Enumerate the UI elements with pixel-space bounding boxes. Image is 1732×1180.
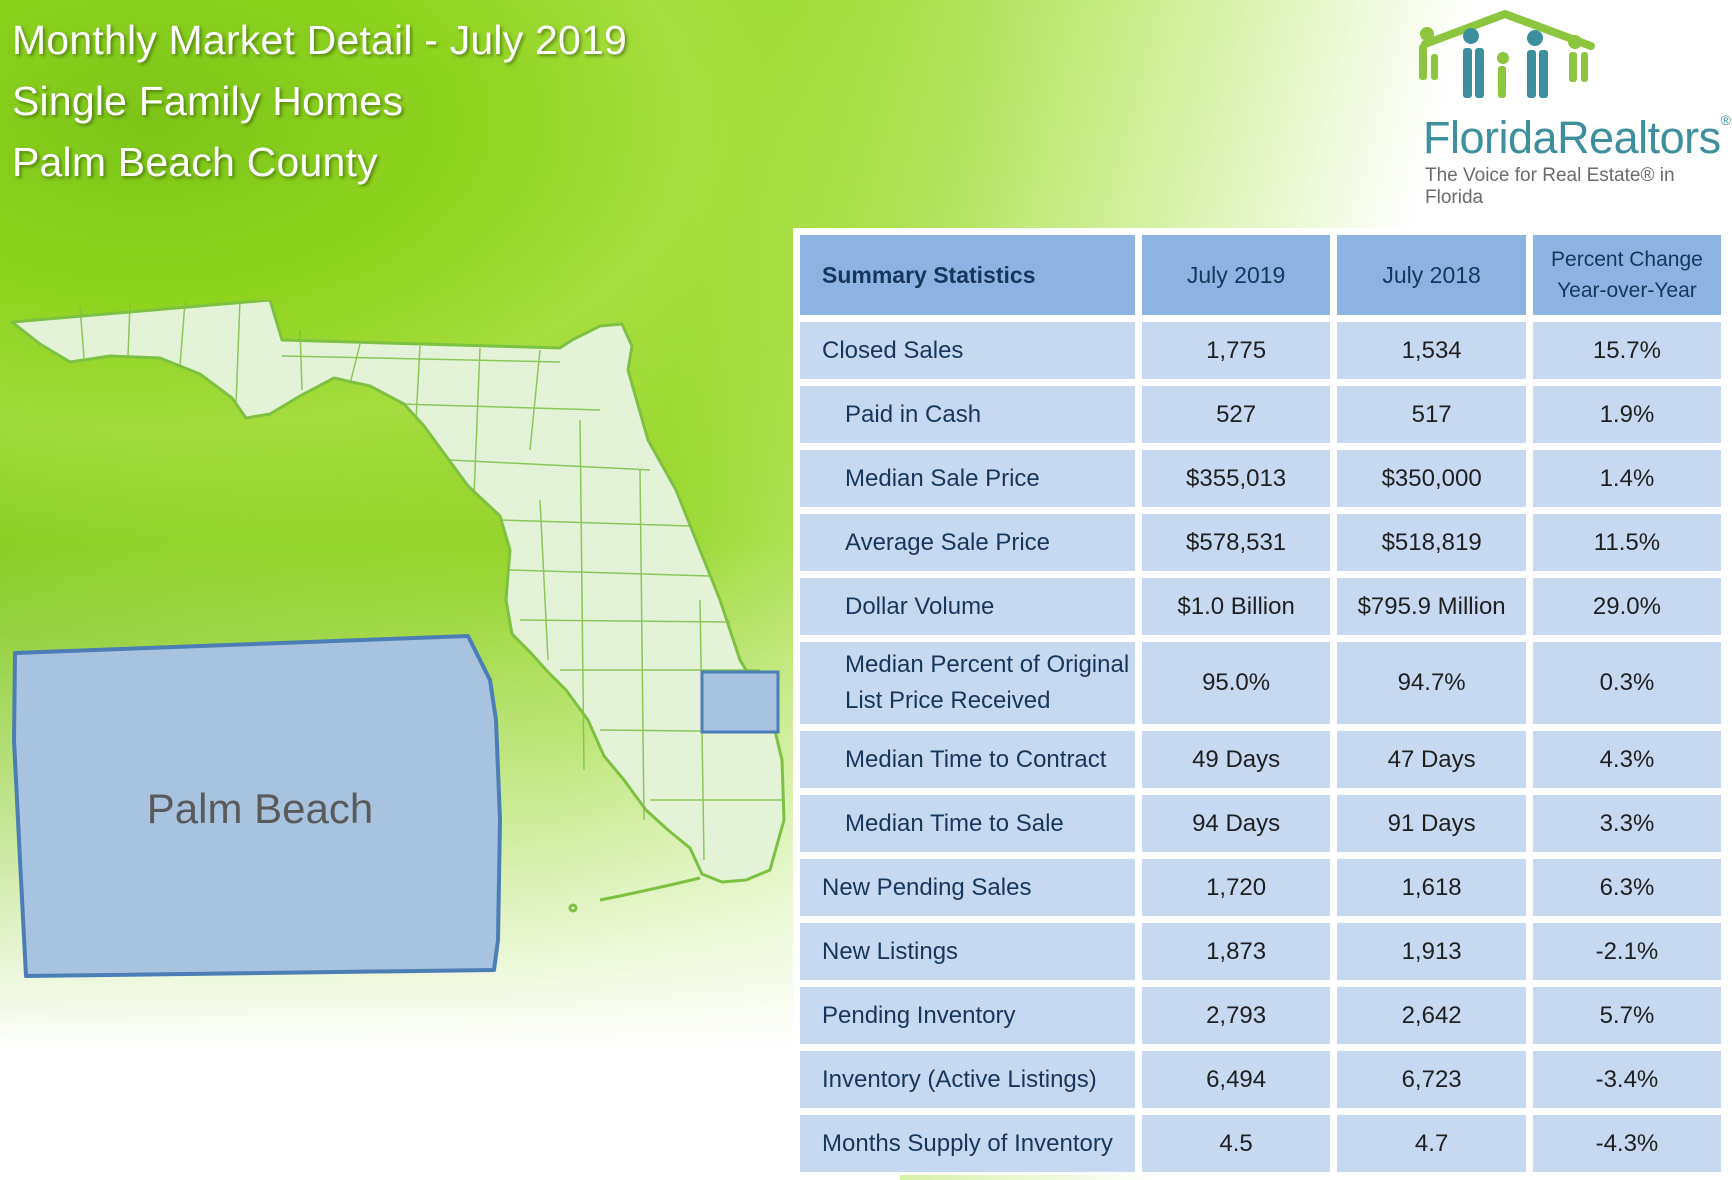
- cell-july-2018: $795.9 Million: [1337, 578, 1526, 635]
- cell-percent-change: 1.4%: [1532, 450, 1721, 507]
- county-label: Palm Beach: [147, 785, 373, 832]
- table-row: Average Sale Price $578,531 $518,819 11.…: [800, 514, 1721, 571]
- table-row: Pending Inventory 2,793 2,642 5.7%: [800, 987, 1721, 1044]
- cell-july-2018: 517: [1337, 386, 1526, 443]
- row-label-line1: Median Percent of Original: [845, 651, 1130, 678]
- palm-beach-locator: [700, 670, 780, 734]
- logo-word-realtors: Realtors: [1557, 112, 1721, 163]
- summary-table-container: Summary Statistics July 2019 July 2018 P…: [793, 228, 1728, 1175]
- florida-realtors-logo-icon: [1419, 10, 1595, 98]
- cell-july-2018: 94.7%: [1337, 642, 1526, 724]
- cell-july-2018: 6,723: [1337, 1051, 1526, 1108]
- table-row: Median Sale Price $355,013 $350,000 1.4%: [800, 450, 1721, 507]
- cell-percent-change: 11.5%: [1532, 514, 1721, 571]
- row-label: New Listings: [800, 923, 1135, 980]
- table-row: New Listings 1,873 1,913 -2.1%: [800, 923, 1721, 980]
- row-label: Paid in Cash: [800, 386, 1135, 443]
- row-label: Closed Sales: [800, 322, 1135, 379]
- table-row: Closed Sales 1,775 1,534 15.7%: [800, 322, 1721, 379]
- cell-july-2019: 2,793: [1141, 987, 1331, 1044]
- header-percent-change-line2: Year-over-Year: [1557, 279, 1697, 302]
- cell-july-2018: 91 Days: [1337, 795, 1526, 852]
- florida-state-shape: [10, 300, 786, 884]
- table-row: Paid in Cash 527 517 1.9%: [800, 386, 1721, 443]
- cell-percent-change: 29.0%: [1532, 578, 1721, 635]
- header-july-2018: July 2018: [1337, 235, 1526, 315]
- cell-july-2019: $578,531: [1141, 514, 1331, 571]
- header-july-2019: July 2019: [1141, 235, 1331, 315]
- table-row: Dollar Volume $1.0 Billion $795.9 Millio…: [800, 578, 1721, 635]
- cell-percent-change: 4.3%: [1532, 731, 1721, 788]
- summary-statistics-table: Summary Statistics July 2019 July 2018 P…: [793, 228, 1728, 1179]
- cell-july-2019: 1,873: [1141, 923, 1331, 980]
- row-label: Median Time to Sale: [800, 795, 1135, 852]
- title-line-2: Single Family Homes: [12, 78, 404, 124]
- title-line-3: Palm Beach County: [12, 139, 378, 185]
- row-label: Months Supply of Inventory: [800, 1115, 1135, 1172]
- cell-percent-change: 15.7%: [1532, 322, 1721, 379]
- cell-july-2018: 1,913: [1337, 923, 1526, 980]
- row-label: Inventory (Active Listings): [800, 1051, 1135, 1108]
- row-label: Median Sale Price: [800, 450, 1135, 507]
- cell-percent-change: -4.3%: [1532, 1115, 1721, 1172]
- cell-july-2018: 1,534: [1337, 322, 1526, 379]
- cell-percent-change: -2.1%: [1532, 923, 1721, 980]
- table-row: Median Time to Contract 49 Days 47 Days …: [800, 731, 1721, 788]
- florida-keys: [568, 876, 701, 913]
- cell-july-2018: 2,642: [1337, 987, 1526, 1044]
- table-row: New Pending Sales 1,720 1,618 6.3%: [800, 859, 1721, 916]
- cell-july-2019: 95.0%: [1141, 642, 1331, 724]
- cell-percent-change: 6.3%: [1532, 859, 1721, 916]
- table-row: Inventory (Active Listings) 6,494 6,723 …: [800, 1051, 1721, 1108]
- row-label: Pending Inventory: [800, 987, 1135, 1044]
- cell-july-2019: 1,775: [1141, 322, 1331, 379]
- header-percent-change-line1: Percent Change: [1551, 248, 1703, 271]
- table-row: Median Percent of Original List Price Re…: [800, 642, 1721, 724]
- cell-july-2019: 527: [1141, 386, 1331, 443]
- cell-percent-change: 5.7%: [1532, 987, 1721, 1044]
- cell-july-2019: 49 Days: [1141, 731, 1331, 788]
- palm-beach-county-shape: [12, 634, 502, 978]
- header-summary-statistics: Summary Statistics: [800, 235, 1135, 315]
- cell-july-2018: $350,000: [1337, 450, 1526, 507]
- report-title: Monthly Market Detail - July 2019 Single…: [12, 10, 627, 193]
- logo-word-florida: Florida: [1423, 112, 1558, 163]
- cell-july-2019: $1.0 Billion: [1141, 578, 1331, 635]
- cell-july-2019: 6,494: [1141, 1051, 1331, 1108]
- logo-wordmark: FloridaRealtors®: [1423, 112, 1731, 164]
- cell-percent-change: 1.9%: [1532, 386, 1721, 443]
- row-label-line2: List Price Received: [845, 687, 1051, 714]
- cell-percent-change: -3.4%: [1532, 1051, 1721, 1108]
- row-label: New Pending Sales: [800, 859, 1135, 916]
- cell-july-2018: 47 Days: [1337, 731, 1526, 788]
- table-row: Months Supply of Inventory 4.5 4.7 -4.3%: [800, 1115, 1721, 1172]
- row-label: Median Time to Contract: [800, 731, 1135, 788]
- title-line-1: Monthly Market Detail - July 2019: [12, 17, 628, 63]
- florida-county-map: Palm Beach: [10, 300, 786, 978]
- cell-percent-change: 0.3%: [1532, 642, 1721, 724]
- cell-july-2019: 4.5: [1141, 1115, 1331, 1172]
- cell-july-2018: 4.7: [1337, 1115, 1526, 1172]
- logo-tagline: The Voice for Real Estate® in Florida: [1425, 165, 1675, 208]
- cell-july-2019: $355,013: [1141, 450, 1331, 507]
- table-row: Median Time to Sale 94 Days 91 Days 3.3%: [800, 795, 1721, 852]
- cell-percent-change: 3.3%: [1532, 795, 1721, 852]
- cell-july-2019: 94 Days: [1141, 795, 1331, 852]
- table-header-row: Summary Statistics July 2019 July 2018 P…: [800, 235, 1721, 315]
- header-percent-change: Percent Change Year-over-Year: [1532, 235, 1721, 315]
- cell-july-2019: 1,720: [1141, 859, 1331, 916]
- cell-july-2018: 1,618: [1337, 859, 1526, 916]
- row-label: Median Percent of Original List Price Re…: [800, 642, 1135, 724]
- logo-registered-mark: ®: [1720, 112, 1731, 128]
- row-label: Dollar Volume: [800, 578, 1135, 635]
- cell-july-2018: $518,819: [1337, 514, 1526, 571]
- row-label: Average Sale Price: [800, 514, 1135, 571]
